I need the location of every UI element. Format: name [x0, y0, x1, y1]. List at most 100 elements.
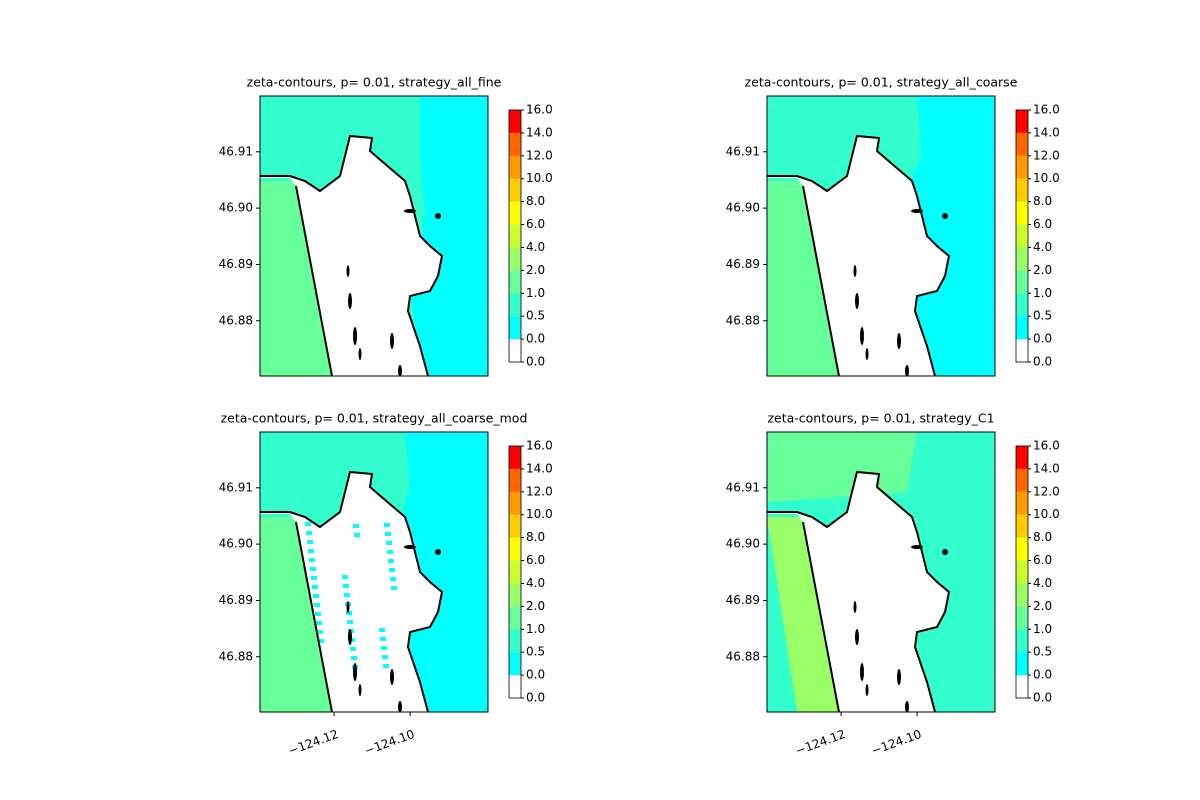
colorbar-label: 1.0 [1033, 622, 1052, 636]
colorbar-label: 2.0 [1033, 599, 1052, 613]
colorbar-band [509, 247, 521, 271]
map-panel: zeta-contours, p= 0.01, strategy_all_coa… [726, 75, 1018, 377]
contour-fill [400, 432, 488, 712]
colorbar-band [509, 560, 521, 584]
land [260, 472, 442, 712]
coastline [802, 521, 840, 712]
island [398, 365, 402, 376]
island [353, 327, 357, 345]
colorbar-band [509, 583, 521, 607]
contour-speck [386, 541, 392, 545]
colorbar-band [509, 652, 521, 676]
colorbar-label: 4.0 [526, 576, 545, 590]
island [905, 365, 909, 376]
colorbar-label: 12.0 [526, 148, 553, 162]
contour-speck [306, 531, 312, 535]
colorbar-band [509, 606, 521, 630]
colorbar-band [1016, 606, 1028, 630]
colorbar-band [1016, 247, 1028, 271]
colorbar-band [509, 468, 521, 492]
colorbar-label: 14.0 [1033, 125, 1060, 139]
contour-speck [383, 664, 389, 668]
contour-speck [342, 575, 348, 579]
colorbar-label: 1.0 [526, 286, 545, 300]
island [348, 629, 352, 645]
contour-speck [379, 628, 385, 632]
coastline [260, 470, 444, 712]
colorbar-band [509, 110, 521, 133]
island [358, 348, 362, 360]
colorbar-frame [508, 445, 522, 699]
contour-speck [387, 550, 393, 554]
coastline [802, 185, 840, 376]
colorbar-label: 6.0 [526, 553, 545, 567]
panel-title: zeta-contours, p= 0.01, strategy_all_fin… [247, 75, 502, 90]
island [358, 684, 362, 696]
land [767, 136, 949, 376]
colorbar-label: 12.0 [1033, 484, 1060, 498]
coastline [260, 134, 444, 376]
colorbar-label: 0.5 [1033, 309, 1052, 323]
colorbar-label: 0.5 [526, 645, 545, 659]
colorbar-label: 16.0 [526, 103, 553, 117]
x-tick-label: −124.10 [870, 727, 924, 758]
panel-title: zeta-contours, p= 0.01, strategy_C1 [767, 411, 994, 426]
colorbar-band [1016, 583, 1028, 607]
x-tick-label: −124.10 [363, 727, 417, 758]
colorbar-label: 16.0 [1033, 103, 1060, 117]
contour-speck [351, 656, 357, 660]
x-tick-label: −124.12 [794, 727, 848, 758]
colorbar-band [1016, 178, 1028, 202]
colorbar-band [1016, 270, 1028, 294]
island [865, 348, 869, 360]
contour-speck [315, 612, 321, 616]
colorbar-band [1016, 201, 1028, 225]
colorbar-frame [508, 109, 522, 363]
colorbar-band [509, 155, 521, 179]
colorbar-band [509, 491, 521, 515]
y-tick-label: 46.91 [726, 144, 760, 158]
island [398, 701, 402, 712]
contour-speck [388, 559, 394, 563]
y-tick-label: 46.88 [219, 313, 253, 327]
contour-speck [317, 630, 323, 634]
y-tick-label: 46.90 [219, 201, 253, 215]
colorbar: 0.0 0.0 0.5 1.0 2.0 4.0 6.0 8.0 10.0 12.0 14.0 16.0 [508, 103, 553, 369]
colorbar-band [509, 132, 521, 156]
colorbar-label: 10.0 [526, 507, 553, 521]
contour-speck [310, 567, 316, 571]
y-tick-label: 46.91 [219, 480, 253, 494]
coastline [767, 134, 951, 376]
y-tick-label: 46.90 [219, 537, 253, 551]
contour-speck [316, 621, 322, 625]
axes-frame [766, 431, 996, 713]
island [435, 213, 441, 219]
contour-speck [314, 603, 320, 607]
colorbar-band [1016, 155, 1028, 179]
colorbar-band [1016, 316, 1028, 340]
colorbar-label: 14.0 [526, 125, 553, 139]
island [390, 669, 394, 685]
island [346, 265, 350, 277]
map-body [260, 96, 488, 376]
contour-speck [350, 647, 356, 651]
contour-fill [767, 517, 842, 712]
colorbar-label: 0.0 [526, 355, 545, 369]
colorbar-label: 14.0 [526, 461, 553, 475]
y-tick-label: 46.88 [726, 313, 760, 327]
contour-speck [307, 540, 313, 544]
y-tick-label: 46.89 [726, 257, 760, 271]
colorbar-label: 10.0 [1033, 507, 1060, 521]
colorbar-label: 2.0 [1033, 263, 1052, 277]
colorbar-band [509, 629, 521, 653]
colorbar-label: 0.0 [1033, 691, 1052, 705]
colorbar-band [1016, 537, 1028, 561]
colorbar-label: 0.0 [526, 668, 545, 682]
colorbar-band [1016, 224, 1028, 248]
coastline [767, 470, 951, 712]
contour-speck [313, 594, 319, 598]
colorbar: 0.0 0.0 0.5 1.0 2.0 4.0 6.0 8.0 10.0 12.0 14.0 16.0 [508, 439, 553, 705]
island [348, 293, 352, 309]
contour-speck [344, 593, 350, 597]
